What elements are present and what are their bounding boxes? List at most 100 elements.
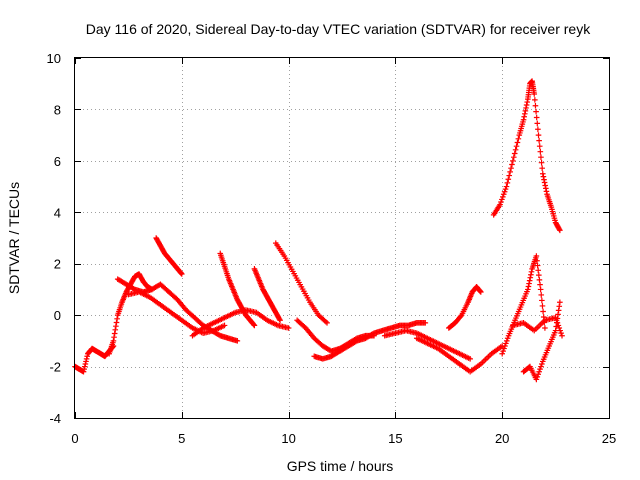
data-point xyxy=(80,368,87,375)
x-tick-label: 20 xyxy=(495,431,509,446)
data-point xyxy=(500,194,506,200)
y-tick-label: 10 xyxy=(47,51,61,66)
data-point xyxy=(276,316,283,322)
x-tick-label: 15 xyxy=(388,431,402,446)
data-point xyxy=(524,99,531,105)
data-point xyxy=(324,320,330,326)
series-track-b xyxy=(125,289,228,336)
series-track-l xyxy=(446,284,484,331)
data-point xyxy=(499,196,505,203)
data-point xyxy=(537,281,543,288)
data-point xyxy=(539,170,546,177)
data-point xyxy=(83,356,90,362)
data-point xyxy=(523,105,529,111)
data-point xyxy=(526,280,532,287)
data-point xyxy=(552,314,559,321)
data-point xyxy=(538,159,545,166)
series-track-i xyxy=(311,320,429,362)
data-point xyxy=(515,136,522,142)
data-point xyxy=(534,262,541,269)
data-point xyxy=(503,338,510,344)
data-point xyxy=(502,343,508,349)
data-point xyxy=(114,316,120,322)
series-track-g xyxy=(272,240,330,326)
data-point xyxy=(499,350,505,357)
y-tick-label: 6 xyxy=(54,154,61,169)
data-point xyxy=(113,319,120,326)
data-point xyxy=(505,176,512,183)
data-point xyxy=(510,154,517,160)
data-point xyxy=(501,188,508,195)
data-point xyxy=(83,358,89,365)
data-point xyxy=(111,330,118,337)
data-point xyxy=(522,108,529,114)
data-point xyxy=(285,325,292,331)
data-point xyxy=(534,120,541,127)
data-point xyxy=(82,361,89,367)
data-point xyxy=(535,126,541,133)
data-point xyxy=(477,288,484,295)
data-point xyxy=(535,371,542,378)
x-axis-label: GPS time / hours xyxy=(287,458,394,474)
plot-frame xyxy=(74,57,610,419)
data-point xyxy=(467,356,473,362)
data-point xyxy=(521,111,528,117)
y-tick-label: -4 xyxy=(49,411,61,426)
data-point xyxy=(539,303,546,309)
series-track-f xyxy=(251,266,283,324)
data-point xyxy=(537,286,544,293)
data-point xyxy=(178,270,184,277)
data-point xyxy=(110,338,117,344)
series-track-rise xyxy=(106,271,155,357)
data-point xyxy=(536,277,543,283)
data-point xyxy=(528,268,535,275)
data-point xyxy=(543,188,550,195)
series-track-k xyxy=(413,335,505,375)
y-tick-label: 0 xyxy=(54,308,61,323)
data-point xyxy=(523,102,530,108)
data-points xyxy=(72,78,565,383)
data-point xyxy=(559,332,565,339)
data-point xyxy=(541,176,547,183)
data-point xyxy=(533,253,540,259)
data-point xyxy=(532,102,539,109)
data-point xyxy=(556,226,563,232)
y-axis-label: SDTVAR / TECUs xyxy=(6,182,22,294)
data-point xyxy=(528,271,534,278)
data-point xyxy=(542,182,549,189)
data-point xyxy=(520,116,527,123)
data-point xyxy=(502,186,509,192)
series-track-a xyxy=(114,276,241,344)
data-point xyxy=(557,327,563,334)
data-point xyxy=(539,165,545,172)
data-point xyxy=(525,286,531,293)
data-point xyxy=(533,108,539,115)
series-track-o xyxy=(510,314,565,339)
data-point xyxy=(535,132,542,138)
series-track-c xyxy=(153,235,185,277)
data-point xyxy=(536,272,542,278)
data-point xyxy=(540,173,547,180)
data-point xyxy=(323,318,329,325)
data-point xyxy=(81,363,88,370)
data-point xyxy=(498,199,504,205)
data-point xyxy=(457,313,464,320)
data-point xyxy=(555,307,562,314)
data-point xyxy=(536,368,542,375)
data-point xyxy=(521,113,527,120)
y-tick-label: 2 xyxy=(54,257,61,272)
data-point xyxy=(540,308,546,315)
data-point xyxy=(537,366,543,372)
data-point xyxy=(506,172,513,179)
data-point xyxy=(541,179,548,186)
data-point xyxy=(555,322,562,329)
data-point xyxy=(422,320,429,326)
data-point xyxy=(277,317,283,324)
data-point xyxy=(512,147,519,153)
x-tick-label: 10 xyxy=(281,431,295,446)
data-point xyxy=(534,374,541,380)
grid xyxy=(75,58,609,418)
series-track-m xyxy=(499,253,548,357)
data-point xyxy=(504,180,511,186)
